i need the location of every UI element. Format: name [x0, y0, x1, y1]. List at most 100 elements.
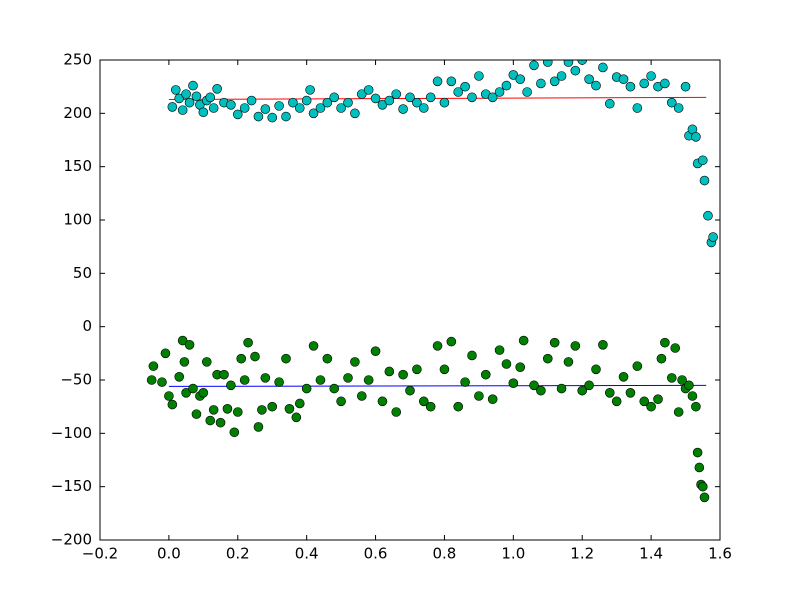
point	[281, 353, 291, 364]
point	[474, 391, 484, 401]
x-tick-label: 1.0	[501, 545, 525, 563]
point	[350, 357, 360, 367]
point	[598, 62, 608, 73]
point	[384, 95, 395, 106]
point	[549, 76, 560, 87]
point	[226, 380, 236, 391]
point	[208, 405, 219, 415]
y-tick-label: 200	[63, 104, 92, 122]
point	[515, 362, 526, 373]
point	[246, 95, 257, 106]
x-tick-label: 1.6	[708, 545, 732, 563]
point	[208, 103, 219, 113]
point	[284, 403, 295, 414]
point	[308, 341, 319, 351]
point	[542, 60, 553, 67]
y-tick-label: 50	[73, 264, 92, 282]
point	[584, 380, 594, 391]
point	[267, 401, 278, 412]
point	[184, 339, 195, 350]
point	[157, 377, 167, 387]
point	[315, 103, 326, 113]
point	[181, 387, 191, 398]
point	[670, 343, 681, 353]
point	[305, 85, 315, 95]
point	[577, 385, 588, 396]
point	[604, 98, 615, 109]
point	[167, 399, 178, 410]
point	[212, 84, 222, 94]
point	[660, 78, 670, 89]
x-tick-label: 0.8	[433, 545, 457, 563]
point	[274, 101, 284, 111]
point	[494, 345, 505, 355]
fit-line	[168, 96, 707, 100]
point	[480, 369, 491, 380]
point	[699, 492, 710, 503]
point	[291, 412, 302, 423]
point	[536, 385, 546, 396]
point	[288, 97, 298, 108]
point	[308, 108, 319, 119]
point	[322, 97, 333, 108]
y-tick-label: 150	[63, 157, 92, 175]
point	[164, 391, 174, 401]
point	[239, 375, 250, 385]
point	[639, 396, 650, 407]
point	[370, 346, 381, 357]
point	[257, 405, 267, 415]
point	[301, 95, 312, 106]
point	[201, 357, 212, 367]
y-tick-label: 0	[82, 317, 92, 335]
point	[508, 70, 519, 80]
point	[639, 78, 650, 89]
point	[536, 78, 546, 89]
point	[329, 383, 340, 394]
point	[356, 391, 367, 401]
point	[529, 60, 539, 71]
point	[418, 396, 429, 407]
point	[239, 103, 250, 113]
point	[191, 91, 202, 102]
point	[625, 81, 636, 92]
point	[425, 401, 436, 412]
point	[160, 348, 171, 359]
point	[673, 103, 684, 113]
point	[708, 232, 718, 242]
point	[439, 364, 450, 375]
point	[467, 350, 477, 361]
point	[577, 60, 588, 65]
point	[508, 378, 519, 389]
point	[343, 97, 353, 108]
point	[680, 81, 691, 92]
point	[412, 364, 422, 375]
point	[563, 60, 574, 67]
point	[205, 92, 216, 103]
x-tick-label: −0.2	[82, 545, 118, 563]
point	[222, 403, 233, 414]
point	[232, 109, 243, 120]
point	[177, 335, 188, 346]
point	[148, 361, 159, 371]
point	[188, 383, 198, 394]
point	[315, 375, 326, 385]
point	[529, 380, 539, 391]
point	[453, 401, 464, 412]
point	[377, 100, 388, 110]
point	[243, 337, 253, 348]
point	[377, 396, 388, 407]
fit-line	[168, 384, 707, 387]
point	[177, 105, 188, 115]
point	[467, 92, 477, 103]
x-tick-label: 1.2	[570, 545, 594, 563]
point	[425, 92, 436, 103]
y-tick-label: −100	[51, 424, 92, 442]
point	[432, 76, 443, 87]
point	[274, 377, 284, 387]
point	[260, 373, 271, 383]
point	[632, 361, 643, 371]
point	[336, 103, 346, 113]
point	[294, 103, 305, 113]
point	[591, 80, 601, 91]
point	[660, 337, 670, 348]
